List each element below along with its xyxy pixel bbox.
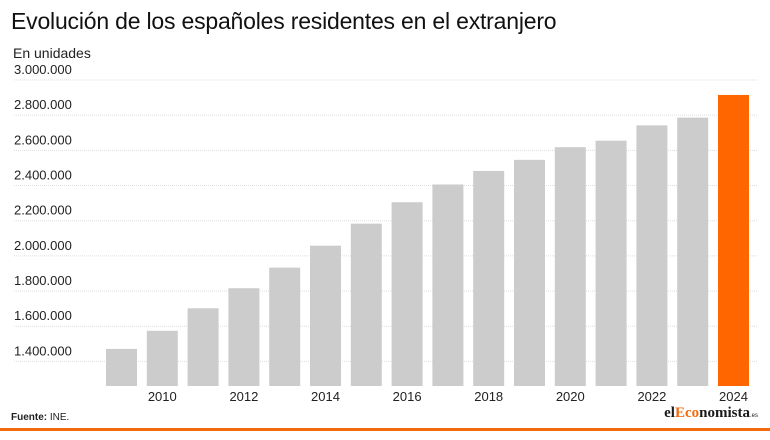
bar-2019 bbox=[514, 159, 545, 386]
x-tick-label: 2018 bbox=[474, 389, 503, 404]
logo-accent: Eco bbox=[674, 405, 700, 421]
x-tick-label: 2022 bbox=[637, 389, 666, 404]
y-tick-label: 2.800.000 bbox=[14, 97, 72, 112]
y-tick-label: 1.600.000 bbox=[14, 308, 72, 323]
y-tick-label: 2.400.000 bbox=[14, 168, 72, 183]
bar-2016 bbox=[391, 202, 423, 386]
y-tick-label: 2.200.000 bbox=[14, 203, 72, 218]
x-tick-label: 2020 bbox=[556, 389, 585, 404]
chart-subtitle: En unidades bbox=[13, 45, 91, 61]
bar-2009 bbox=[106, 348, 137, 386]
y-tick-label: 1.400.000 bbox=[14, 343, 72, 358]
source-value: INE. bbox=[47, 412, 70, 423]
y-tick-label: 1.800.000 bbox=[14, 273, 72, 288]
source-note: Fuente: INE. bbox=[11, 412, 69, 423]
x-tick-label: 2024 bbox=[719, 389, 748, 404]
bar-2021 bbox=[595, 140, 627, 386]
source-label: Fuente: bbox=[11, 412, 48, 423]
x-tick-label: 2012 bbox=[229, 389, 258, 404]
bar-2023 bbox=[677, 117, 709, 386]
y-tick-label: 2.600.000 bbox=[14, 132, 72, 147]
bar-2020 bbox=[554, 147, 586, 386]
bar-2012 bbox=[228, 288, 260, 386]
bar-2022 bbox=[636, 125, 668, 387]
brand-logo: elEconomista.es bbox=[664, 405, 758, 422]
bar-2018 bbox=[473, 170, 505, 386]
bar-2024 bbox=[718, 94, 749, 386]
y-tick-label: 2.000.000 bbox=[14, 238, 72, 253]
logo-prefix: el bbox=[664, 405, 675, 421]
logo-suffix: .es bbox=[749, 413, 758, 419]
bar-2015 bbox=[350, 223, 382, 386]
x-tick-label: 2016 bbox=[393, 389, 422, 404]
chart-title: Evolución de los españoles residentes en… bbox=[11, 8, 557, 34]
bar-2010 bbox=[146, 330, 178, 386]
bar-2014 bbox=[310, 245, 341, 386]
y-tick-label: 3.000.000 bbox=[14, 62, 72, 77]
brand-bottom-bar bbox=[0, 428, 770, 431]
x-tick-label: 2010 bbox=[148, 389, 177, 404]
bar-2017 bbox=[432, 184, 464, 386]
logo-rest: nomista bbox=[699, 405, 750, 421]
x-tick-label: 2014 bbox=[311, 389, 340, 404]
bar-2013 bbox=[269, 267, 301, 386]
bar-2011 bbox=[187, 308, 219, 386]
